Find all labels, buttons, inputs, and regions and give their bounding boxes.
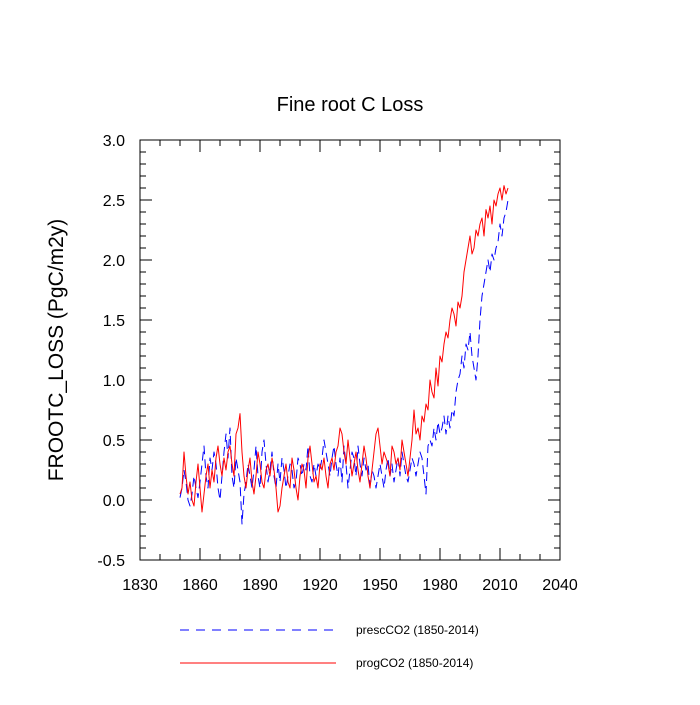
x-tick-label: 2010 xyxy=(482,577,518,594)
y-tick-label: 1.0 xyxy=(103,373,125,390)
y-tick-label: 2.5 xyxy=(103,193,125,210)
y-axis-label: FROOTC_LOSS (PgC/m2y) xyxy=(45,219,68,482)
chart-title: Fine root C Loss xyxy=(277,94,424,116)
y-tick-label: 1.5 xyxy=(103,313,125,330)
x-tick-label: 2040 xyxy=(542,577,578,594)
legend-label-prog-co2: progCO2 (1850-2014) xyxy=(356,656,473,670)
y-tick-label: -0.5 xyxy=(97,553,125,570)
series-line-prog-co2 xyxy=(179,185,509,513)
y-tick-label: 2.0 xyxy=(103,253,125,270)
y-tick-label: 3.0 xyxy=(103,133,125,150)
legend: prescCO2 (1850-2014) progCO2 (1850-2014) xyxy=(180,623,479,670)
series-line-presc-co2 xyxy=(179,199,509,525)
x-tick-label: 1860 xyxy=(182,577,218,594)
x-tick-label: 1950 xyxy=(362,577,398,594)
y-tick-label: 0.0 xyxy=(103,493,125,510)
x-tick-label: 1980 xyxy=(422,577,458,594)
plot-frame xyxy=(139,139,561,561)
y-tick-label: 0.5 xyxy=(103,433,125,450)
x-tick-label: 1920 xyxy=(302,577,338,594)
legend-label-presc-co2: prescCO2 (1850-2014) xyxy=(356,623,479,637)
plot-area: 1830 1860 1890 1920 1950 1980 2010 2040 -0.5 0.0 0… xyxy=(97,133,577,594)
x-tick-label: 1830 xyxy=(122,577,158,594)
x-tick-label: 1890 xyxy=(242,577,278,594)
